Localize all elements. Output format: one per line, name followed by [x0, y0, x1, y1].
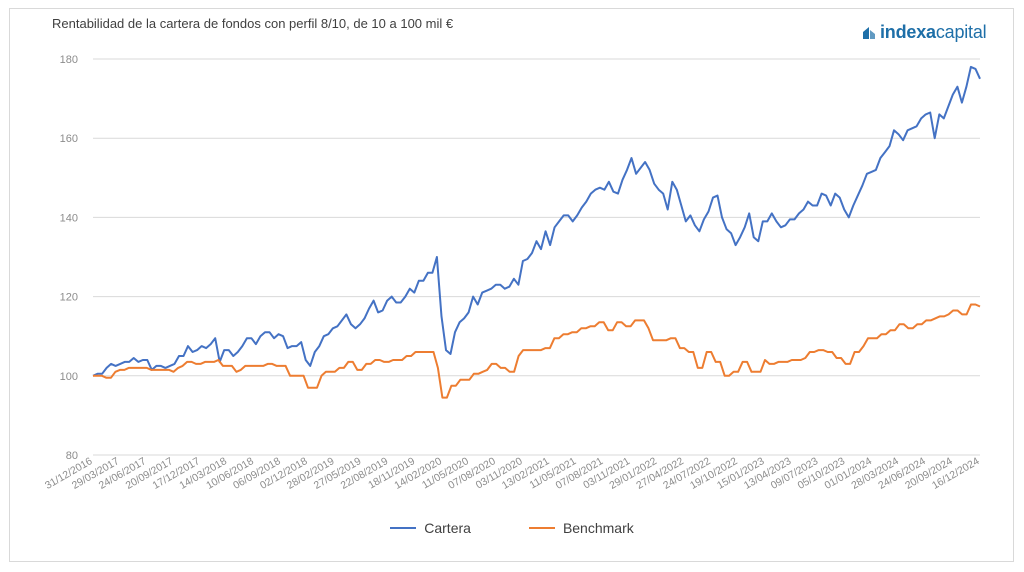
legend-label-benchmark: Benchmark: [562, 520, 634, 536]
y-tick-label: 80: [66, 450, 78, 462]
series-line-cartera: [92, 65, 981, 377]
indexa-capital-logo: indexacapital: [862, 22, 987, 43]
logo-mark-icon: [863, 26, 875, 39]
logo-text: indexacapital: [880, 22, 987, 42]
legend-swatch-cartera: [390, 527, 417, 529]
series-line-benchmark: [93, 303, 981, 399]
legend-swatch-benchmark: [528, 527, 555, 529]
chart-legend: Cartera Benchmark: [0, 520, 1024, 536]
y-tick-label: 140: [60, 212, 78, 224]
legend-item-cartera: Cartera: [390, 520, 471, 536]
legend-item-benchmark: Benchmark: [528, 520, 634, 536]
y-tick-label: 160: [60, 133, 78, 145]
legend-label-cartera: Cartera: [424, 520, 471, 536]
y-tick-label: 120: [60, 292, 78, 304]
chart-frame: [9, 8, 1014, 562]
y-tick-label: 100: [60, 371, 78, 383]
chart-title: Rentabilidad de la cartera de fondos con…: [52, 16, 454, 31]
y-tick-label: 180: [60, 54, 78, 66]
